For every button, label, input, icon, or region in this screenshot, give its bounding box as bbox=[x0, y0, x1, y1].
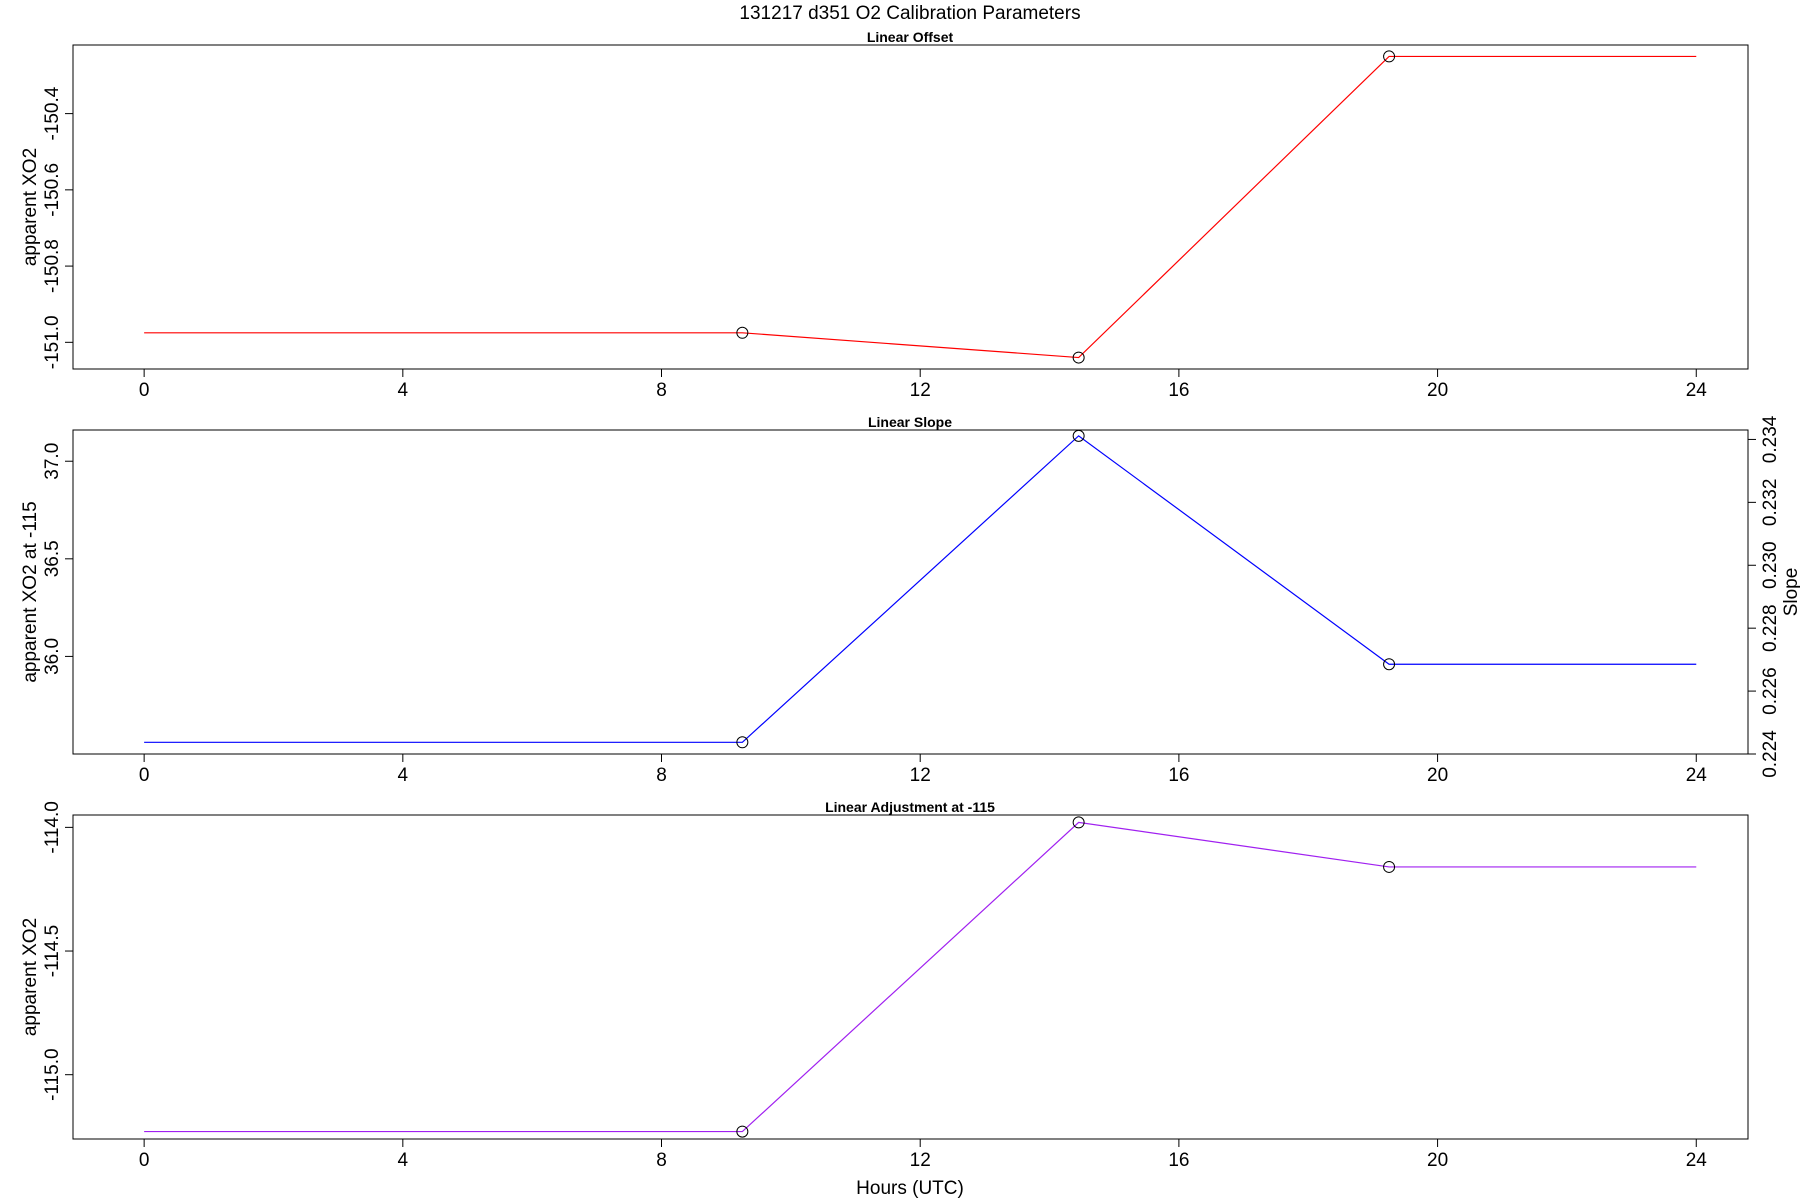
linear-offset-x-tick-label: 0 bbox=[139, 380, 150, 401]
linear-slope-panel: Linear Slope 0 4 8 12 16 20 24 36.0 36.5 37.0 0.… bbox=[20, 414, 1800, 786]
linear-slope-y-axis: 36.0 36.5 37.0 bbox=[42, 443, 74, 675]
linear-slope-right-y-tick-label: 0.228 bbox=[1760, 604, 1781, 652]
linear-adjustment-data-point bbox=[1383, 860, 1396, 873]
linear-slope-right-y-axis-label: Slope bbox=[1781, 568, 1800, 617]
figure-title: 131217 d351 O2 Calibration Parameters bbox=[739, 3, 1080, 24]
linear-slope-y-axis-label: apparent XO2 at -115 bbox=[20, 501, 41, 682]
linear-slope-right-y-tick-label: 0.224 bbox=[1760, 730, 1781, 778]
linear-adjustment-x-tick-label: 12 bbox=[910, 1150, 931, 1171]
linear-offset-y-tick-label: -150.4 bbox=[42, 86, 63, 140]
linear-slope-series bbox=[144, 429, 1697, 749]
linear-adjustment-y-axis-label: apparent XO2 bbox=[20, 918, 41, 1036]
linear-offset-data-point bbox=[1072, 351, 1085, 364]
linear-slope-x-tick-label: 8 bbox=[656, 765, 667, 786]
linear-slope-x-tick-label: 4 bbox=[398, 765, 409, 786]
linear-offset-panel: Linear Offset 0 4 8 12 16 20 24 -151.0-150.8-1… bbox=[20, 29, 1749, 401]
linear-slope-data-point bbox=[736, 736, 749, 749]
linear-offset-y-tick-label: -150.6 bbox=[42, 163, 63, 217]
linear-slope-data-point bbox=[1383, 658, 1396, 671]
linear-adjustment-title: Linear Adjustment at -115 bbox=[825, 799, 995, 815]
linear-offset-series-line bbox=[144, 55, 1697, 359]
linear-slope-x-tick-label: 16 bbox=[1168, 765, 1189, 786]
linear-offset-x-tick-label: 8 bbox=[656, 380, 667, 401]
linear-adjustment-series bbox=[144, 816, 1697, 1138]
linear-adjustment-x-tick-label: 4 bbox=[398, 1150, 409, 1171]
linear-slope-x-tick-label: 24 bbox=[1686, 765, 1708, 786]
linear-adjustment-x-axis: 0 4 8 12 16 20 24 bbox=[139, 1138, 1708, 1171]
linear-adjustment-y-axis: -115.0 -114.5 -114.0 bbox=[42, 801, 74, 1101]
linear-slope-title: Linear Slope bbox=[868, 414, 952, 430]
linear-offset-plot-frame bbox=[72, 44, 1749, 370]
linear-offset-x-axis: 0 4 8 12 16 20 24 bbox=[139, 368, 1708, 401]
linear-offset-y-tick-label: -150.8 bbox=[42, 239, 63, 293]
linear-adjustment-y-tick-label: -114.0 bbox=[42, 801, 63, 853]
x-axis-label: Hours (UTC) bbox=[856, 1178, 964, 1199]
linear-slope-right-y-tick-label: 0.234 bbox=[1760, 415, 1781, 463]
linear-offset-title: Linear Offset bbox=[867, 29, 954, 45]
linear-offset-x-tick-label: 24 bbox=[1686, 380, 1708, 401]
linear-slope-right-y-tick-label: 0.226 bbox=[1760, 667, 1781, 715]
linear-slope-x-tick-label: 0 bbox=[139, 765, 150, 786]
linear-adjustment-x-tick-label: 0 bbox=[139, 1150, 150, 1171]
linear-adjustment-series-line bbox=[144, 821, 1697, 1133]
linear-offset-y-tick-label: -151.0 bbox=[42, 315, 63, 369]
linear-adjustment-x-tick-label: 20 bbox=[1427, 1150, 1448, 1171]
linear-slope-x-tick-label: 12 bbox=[910, 765, 931, 786]
linear-slope-y-tick-label: 37.0 bbox=[42, 443, 63, 480]
linear-offset-data-point bbox=[1383, 50, 1396, 63]
linear-slope-x-axis: 0 4 8 12 16 20 24 bbox=[139, 753, 1708, 786]
linear-offset-x-tick-label: 20 bbox=[1427, 380, 1448, 401]
linear-offset-x-tick-label: 12 bbox=[910, 380, 931, 401]
linear-offset-y-axis-label: apparent XO2 bbox=[20, 148, 41, 266]
linear-adjustment-data-point bbox=[1072, 816, 1085, 829]
linear-slope-right-y-axis: 0.224 0.226 0.228 0.230 0.232 0.234 bbox=[1747, 415, 1781, 778]
linear-adjustment-x-tick-label: 24 bbox=[1686, 1150, 1708, 1171]
linear-adjustment-y-tick-label: -114.5 bbox=[42, 925, 63, 977]
linear-offset-series bbox=[144, 50, 1697, 364]
linear-offset-x-tick-label: 4 bbox=[398, 380, 409, 401]
linear-adjustment-x-tick-label: 16 bbox=[1168, 1150, 1189, 1171]
linear-slope-y-tick-label: 36.0 bbox=[42, 638, 63, 675]
linear-offset-data-point bbox=[736, 326, 749, 339]
linear-offset-y-axis: -151.0 -150.8 -150.6 -150.4 bbox=[42, 86, 74, 369]
linear-adjustment-y-tick-label: -115.0 bbox=[42, 1048, 63, 1100]
linear-slope-series-line bbox=[144, 435, 1697, 743]
linear-slope-right-y-tick-label: 0.230 bbox=[1760, 541, 1781, 589]
linear-slope-data-point bbox=[1072, 429, 1085, 442]
linear-slope-y-tick-label: 36.5 bbox=[42, 540, 63, 577]
linear-slope-plot-frame bbox=[72, 429, 1749, 755]
linear-adjustment-panel: Linear Adjustment at -115 0 4 8 12 16 20 24 -1… bbox=[20, 799, 1749, 1171]
linear-slope-right-y-tick-label: 0.232 bbox=[1760, 479, 1781, 527]
linear-adjustment-x-tick-label: 8 bbox=[656, 1150, 667, 1171]
linear-adjustment-data-point bbox=[736, 1125, 749, 1138]
linear-offset-x-tick-label: 16 bbox=[1168, 380, 1189, 401]
linear-slope-x-tick-label: 20 bbox=[1427, 765, 1448, 786]
